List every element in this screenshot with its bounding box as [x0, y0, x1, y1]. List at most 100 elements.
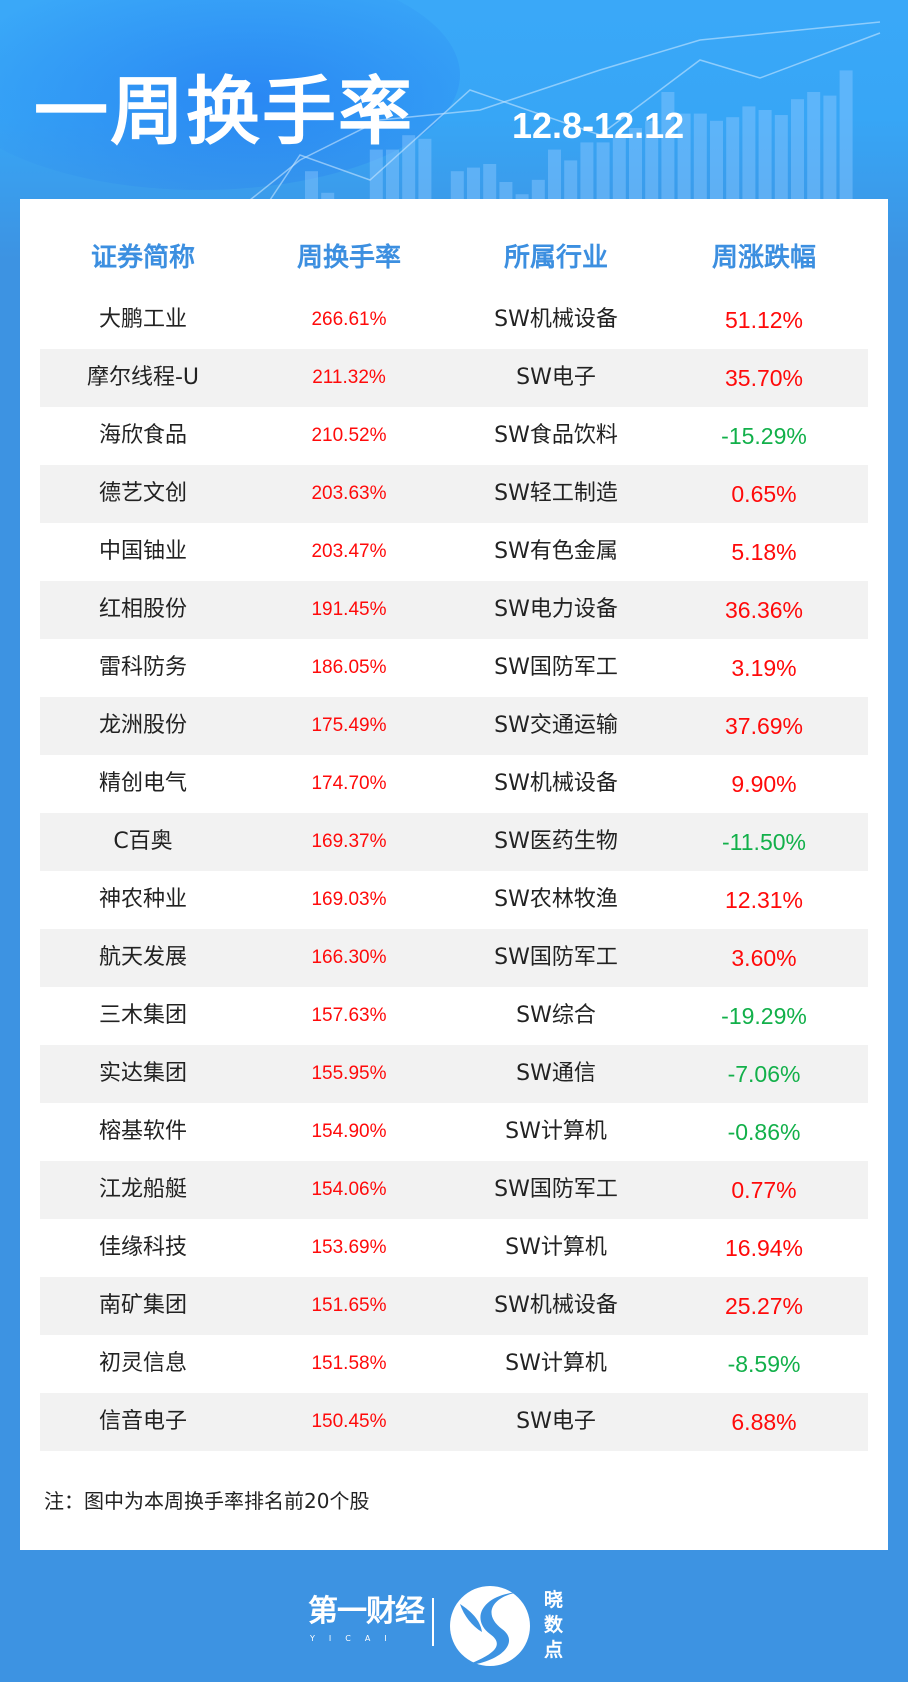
- decor-bar: [807, 92, 821, 200]
- stock-name: 神农种业: [98, 887, 187, 912]
- turnover-rate: 169.03%: [311, 889, 387, 910]
- weekly-change: 35.70%: [724, 365, 803, 391]
- table-body: 大鹏工业 266.61% SW机械设备 51.12% 摩尔线程-U 211.32% SW电子…: [40, 291, 868, 1451]
- weekly-change: -0.86%: [727, 1119, 801, 1145]
- industry: SW农林牧渔: [494, 887, 618, 912]
- stock-name: 江龙船艇: [98, 1177, 187, 1202]
- table-row: 实达集团 155.95% SW通信 -7.06%: [40, 1045, 868, 1103]
- industry: SW计算机: [505, 1119, 607, 1144]
- weekly-change: 36.36%: [724, 597, 803, 623]
- turnover-rate: 174.70%: [311, 773, 387, 794]
- column-header-turnover: 周换手率: [296, 243, 401, 273]
- industry: SW有色金属: [494, 539, 618, 564]
- decor-bar: [693, 113, 707, 200]
- decor-bar: [661, 92, 675, 200]
- stock-name: C百奥: [113, 829, 173, 854]
- stock-name: 龙洲股份: [98, 713, 187, 738]
- industry: SW国防军工: [494, 655, 618, 680]
- industry: SW食品饮料: [494, 423, 618, 448]
- table-row: 江龙船艇 154.06% SW国防军工 0.77%: [40, 1161, 868, 1219]
- turnover-rate: 151.65%: [311, 1295, 387, 1316]
- table-row: 信音电子 150.45% SW电子 6.88%: [40, 1393, 868, 1451]
- weekly-change: -8.59%: [727, 1351, 801, 1377]
- stock-name: 三木集团: [98, 1003, 187, 1028]
- weekly-change: -11.50%: [722, 829, 806, 855]
- industry: SW国防军工: [494, 1177, 618, 1202]
- turnover-rate: 157.63%: [311, 1005, 387, 1026]
- industry: SW机械设备: [494, 307, 618, 332]
- table-row: 航天发展 166.30% SW国防军工 3.60%: [40, 929, 868, 987]
- turnover-rate: 266.61%: [311, 309, 387, 330]
- table-row: 三木集团 157.63% SW综合 -19.29%: [40, 987, 868, 1045]
- weekly-change: 0.65%: [731, 481, 797, 507]
- column-header-name: 证券简称: [90, 243, 195, 273]
- decor-bar: [645, 120, 659, 200]
- turnover-rate: 150.45%: [311, 1411, 387, 1432]
- weekly-change: 0.77%: [731, 1177, 797, 1203]
- decor-bar: [791, 99, 804, 200]
- table-row: 海欣食品 210.52% SW食品饮料 -15.29%: [40, 407, 868, 465]
- table-row: 摩尔线程-U 211.32% SW电子 35.70%: [40, 349, 868, 407]
- turnover-rate: 211.32%: [312, 367, 386, 388]
- decor-bar: [515, 194, 529, 200]
- stock-name: 初灵信息: [98, 1351, 187, 1376]
- stock-name: 摩尔线程-U: [86, 365, 200, 390]
- decor-bar: [548, 149, 561, 200]
- industry: SW机械设备: [494, 771, 618, 796]
- turnover-rate: 166.30%: [311, 947, 387, 968]
- table-row: 神农种业 169.03% SW农林牧渔 12.31%: [40, 871, 868, 929]
- decor-bar: [580, 142, 594, 200]
- table-header: 证券简称 周换手率 所属行业 周涨跌幅: [40, 236, 868, 280]
- industry: SW医药生物: [494, 829, 618, 854]
- table-row: 雷科防务 186.05% SW国防军工 3.19%: [40, 639, 868, 697]
- table-row: C百奥 169.37% SW医药生物 -11.50%: [40, 813, 868, 871]
- decor-bar: [499, 182, 513, 200]
- industry: SW计算机: [505, 1351, 607, 1376]
- weekly-change: 12.31%: [724, 887, 803, 913]
- stock-name: 大鹏工业: [98, 307, 187, 332]
- decor-line: [249, 21, 881, 200]
- stock-name: 海欣食品: [98, 423, 187, 448]
- stock-name: 实达集团: [98, 1061, 187, 1086]
- weekly-change: 16.94%: [724, 1235, 803, 1261]
- weekly-change: 51.12%: [724, 307, 803, 333]
- decor-bar: [402, 135, 416, 200]
- date-range: 12.8-12.12: [512, 105, 685, 146]
- decor-bar: [531, 179, 545, 200]
- column-header-change: 周涨跌幅: [711, 243, 816, 273]
- stock-name: 红相股份: [98, 597, 187, 622]
- weekly-change: -15.29%: [721, 423, 807, 449]
- decor-bar: [726, 117, 740, 200]
- turnover-rate: 191.45%: [311, 599, 387, 620]
- table-card: 证券简称 周换手率 所属行业 周涨跌幅 大鹏工业 266.61% SW机械设备 51.…: [20, 199, 888, 1550]
- stock-name: 南矿集团: [98, 1293, 187, 1318]
- decor-bar: [418, 138, 432, 200]
- stock-name: 佳缘科技: [98, 1235, 187, 1260]
- turnover-rate: 153.69%: [311, 1237, 387, 1258]
- xiaoshudian-logo-icon: [450, 1586, 530, 1666]
- weekly-change: -7.06%: [727, 1061, 801, 1087]
- page-title: 一周换手率: [34, 69, 414, 155]
- table-row: 中国铀业 203.47% SW有色金属 5.18%: [40, 523, 868, 581]
- table-row: 初灵信息 151.58% SW计算机 -8.59%: [40, 1335, 868, 1393]
- stock-name: 雷科防务: [98, 655, 187, 680]
- industry: SW通信: [516, 1061, 596, 1086]
- weekly-change: 9.90%: [731, 771, 797, 797]
- weekly-change: 6.88%: [731, 1409, 797, 1435]
- table-row: 榕基软件 154.90% SW计算机 -0.86%: [40, 1103, 868, 1161]
- decor-bar: [742, 106, 756, 200]
- weekly-change: 3.19%: [731, 655, 797, 681]
- column-header-industry: 所属行业: [503, 243, 608, 273]
- weekly-change: 3.60%: [731, 945, 797, 971]
- table-row: 佳缘科技 153.69% SW计算机 16.94%: [40, 1219, 868, 1277]
- decor-bar: [629, 128, 642, 200]
- decor-bar: [450, 171, 464, 200]
- decor-bar: [596, 142, 610, 200]
- weekly-change: 5.18%: [731, 539, 797, 565]
- turnover-rate: 154.90%: [311, 1121, 387, 1142]
- logo-divider: [432, 1598, 434, 1646]
- decor-bar: [839, 70, 853, 200]
- stock-name: 中国铀业: [98, 539, 187, 564]
- table-row: 龙洲股份 175.49% SW交通运输 37.69%: [40, 697, 868, 755]
- decor-bar: [564, 160, 578, 200]
